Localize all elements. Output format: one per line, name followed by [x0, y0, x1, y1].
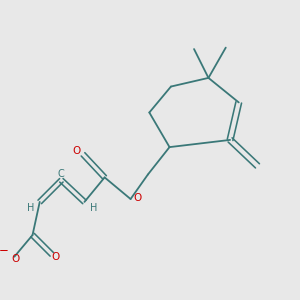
- Text: C: C: [57, 169, 64, 179]
- Text: O: O: [12, 254, 20, 264]
- Text: H: H: [27, 203, 34, 213]
- Text: O: O: [134, 193, 142, 202]
- Text: H: H: [90, 203, 98, 213]
- Text: −: −: [0, 244, 8, 257]
- Text: O: O: [73, 146, 81, 156]
- Text: O: O: [51, 252, 59, 262]
